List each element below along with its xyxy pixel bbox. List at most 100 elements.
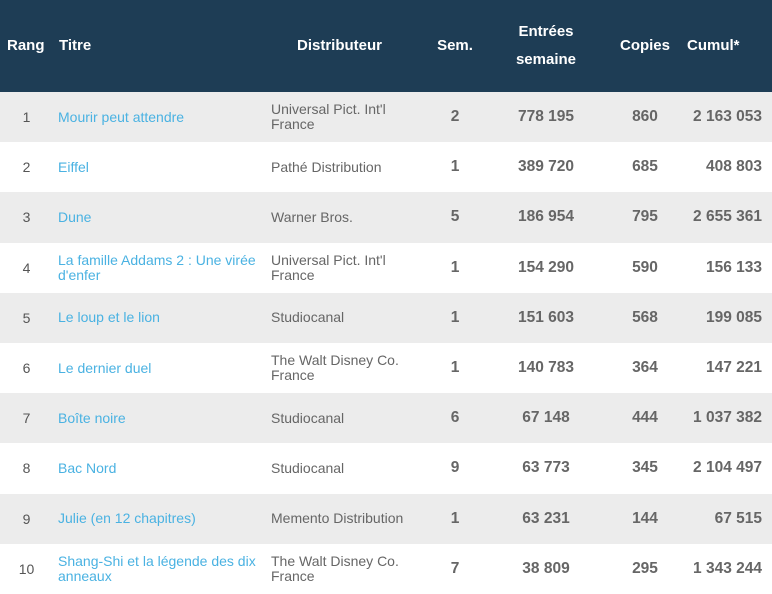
table-body: 1 Mourir peut attendre Universal Pict. Int… bbox=[0, 92, 772, 594]
cell-sem: 5 bbox=[450, 208, 460, 226]
cell-cumul: 1 037 382 bbox=[693, 409, 762, 427]
film-title-link[interactable]: Le dernier duel bbox=[58, 359, 152, 376]
cell-titre: Le loup et le lion bbox=[53, 293, 261, 343]
cell-sem: 6 bbox=[450, 409, 460, 427]
table-row: 3 Dune Warner Bros. 5 186 954 795 2 655 361 bbox=[0, 192, 772, 243]
table-row: 6 Le dernier duel The Walt Disney Co. Fran… bbox=[0, 342, 772, 394]
cell-cumul: 2 163 053 bbox=[693, 108, 762, 126]
table-header: Rang Titre Distributeur Sem. Entrées sem… bbox=[0, 0, 772, 92]
cell-sem: 1 bbox=[450, 308, 460, 326]
film-title-link[interactable]: Eiffel bbox=[58, 158, 89, 175]
cell-cumul: 199 085 bbox=[705, 308, 762, 326]
cell-cumul: 2 655 361 bbox=[693, 208, 762, 226]
table-row: 10 Shang-Shi et la légende des dix anneau… bbox=[0, 543, 772, 594]
cell-cumul: 1 343 244 bbox=[693, 559, 762, 577]
header-titre: Titre bbox=[59, 37, 92, 54]
cell-rang: 2 bbox=[22, 159, 31, 176]
film-title-link[interactable]: Le loup et le lion bbox=[58, 309, 160, 326]
table-row: 4 La famille Addams 2 : Une virée d'enfer… bbox=[0, 242, 772, 293]
cell-sem: 1 bbox=[450, 258, 460, 276]
cell-copies: 444 bbox=[632, 409, 658, 427]
cell-rang: 3 bbox=[22, 209, 31, 226]
cell-cumul: 147 221 bbox=[705, 359, 762, 377]
cell-distributeur: Warner Bros. bbox=[271, 208, 353, 225]
cell-rang: 8 bbox=[22, 460, 31, 477]
cell-sem: 7 bbox=[450, 559, 460, 577]
cell-entrees: 63 773 bbox=[522, 459, 570, 477]
cell-rang: 5 bbox=[22, 309, 31, 326]
cell-entrees: 67 148 bbox=[522, 409, 570, 427]
header-rang: Rang bbox=[7, 37, 45, 54]
film-title-link[interactable]: Dune bbox=[58, 208, 92, 225]
cell-titre: La famille Addams 2 : Une virée d'enfer bbox=[53, 243, 261, 293]
cell-sem: 1 bbox=[450, 158, 460, 176]
cell-titre: Shang-Shi et la légende des dix anneaux bbox=[53, 544, 261, 594]
cell-distributeur: Pathé Distribution bbox=[271, 158, 382, 175]
cell-rang: 6 bbox=[22, 360, 31, 377]
cell-distributeur: Universal Pict. Int'l France bbox=[271, 101, 386, 133]
film-title-link[interactable]: Boîte noire bbox=[58, 409, 126, 426]
cell-copies: 685 bbox=[632, 158, 658, 176]
film-title-link[interactable]: Mourir peut attendre bbox=[58, 108, 185, 125]
cell-sem: 9 bbox=[450, 459, 460, 477]
table-row: 7 Boîte noire Studiocanal 6 67 148 444 1 037 3… bbox=[0, 393, 772, 444]
header-entrees-line2: semaine bbox=[515, 51, 577, 68]
table-row: 5 Le loup et le lion Studiocanal 1 151 603 56… bbox=[0, 292, 772, 343]
table-row: 9 Julie (en 12 chapitres) Memento Distribu… bbox=[0, 493, 772, 544]
cell-entrees: 389 720 bbox=[517, 158, 575, 176]
cell-entrees: 151 603 bbox=[517, 308, 575, 326]
header-copies: Copies bbox=[619, 37, 670, 54]
cell-entrees: 778 195 bbox=[517, 108, 575, 126]
cell-copies: 345 bbox=[632, 459, 658, 477]
film-title-link[interactable]: Shang-Shi et la légende des dix anneaux bbox=[58, 552, 256, 584]
cell-entrees: 140 783 bbox=[517, 359, 575, 377]
cell-sem: 1 bbox=[450, 509, 460, 527]
cell-distributeur: Studiocanal bbox=[271, 409, 345, 426]
cell-entrees: 186 954 bbox=[517, 208, 575, 226]
cell-distributeur: The Walt Disney Co. France bbox=[271, 552, 399, 584]
table-row: 1 Mourir peut attendre Universal Pict. Int… bbox=[0, 92, 772, 143]
cell-copies: 590 bbox=[632, 258, 658, 276]
cell-entrees: 38 809 bbox=[522, 559, 570, 577]
header-distributeur: Distributeur bbox=[297, 37, 383, 54]
cell-entrees: 154 290 bbox=[517, 258, 575, 276]
cell-cumul: 2 104 497 bbox=[693, 459, 762, 477]
cell-distributeur: Memento Distribution bbox=[271, 510, 404, 527]
film-title-link[interactable]: La famille Addams 2 : Une virée d'enfer bbox=[58, 251, 256, 283]
film-title-link[interactable]: Julie (en 12 chapitres) bbox=[58, 510, 196, 527]
cell-titre: Eiffel bbox=[53, 142, 261, 192]
cell-sem: 2 bbox=[450, 108, 460, 126]
header-entrees: Entrées semaine bbox=[485, 0, 607, 92]
cell-copies: 295 bbox=[632, 559, 658, 577]
cell-distributeur: The Walt Disney Co. France bbox=[271, 352, 399, 384]
cell-titre: Bac Nord bbox=[53, 443, 261, 493]
cell-cumul: 156 133 bbox=[705, 258, 762, 276]
cell-copies: 860 bbox=[632, 108, 658, 126]
cell-copies: 795 bbox=[632, 208, 658, 226]
cell-rang: 7 bbox=[22, 410, 31, 427]
header-sem: Sem. bbox=[437, 37, 473, 54]
cell-titre: Mourir peut attendre bbox=[53, 92, 261, 142]
cell-titre: Boîte noire bbox=[53, 393, 261, 443]
cell-entrees: 63 231 bbox=[522, 509, 570, 527]
header-row: Rang Titre Distributeur Sem. Entrées sem… bbox=[0, 0, 772, 92]
cell-rang: 1 bbox=[22, 109, 31, 126]
cell-copies: 568 bbox=[632, 308, 658, 326]
cell-distributeur: Studiocanal bbox=[271, 309, 345, 326]
cell-copies: 364 bbox=[632, 359, 658, 377]
header-cumul: Cumul* bbox=[687, 37, 740, 54]
cell-distributeur: Studiocanal bbox=[271, 459, 345, 476]
cell-rang: 4 bbox=[22, 259, 31, 276]
cell-sem: 1 bbox=[450, 359, 460, 377]
cell-titre: Le dernier duel bbox=[53, 343, 261, 393]
cell-titre: Dune bbox=[53, 192, 261, 242]
cell-rang: 10 bbox=[18, 560, 35, 577]
table-row: 8 Bac Nord Studiocanal 9 63 773 345 2 104 497 bbox=[0, 443, 772, 494]
film-title-link[interactable]: Bac Nord bbox=[58, 459, 117, 476]
header-entrees-line1: Entrées bbox=[518, 23, 574, 40]
cell-cumul: 67 515 bbox=[714, 509, 762, 527]
cell-titre: Julie (en 12 chapitres) bbox=[53, 494, 261, 544]
cell-rang: 9 bbox=[22, 510, 31, 527]
cell-copies: 144 bbox=[632, 509, 658, 527]
